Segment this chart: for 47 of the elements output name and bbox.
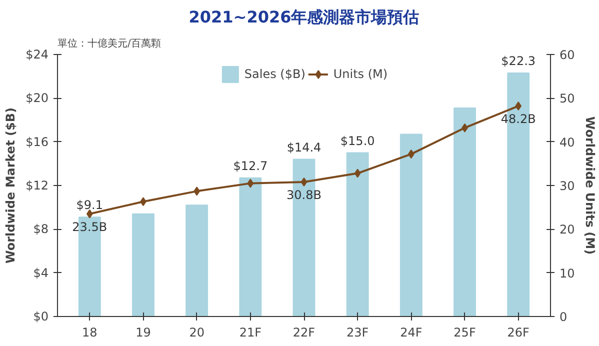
x-tick-label: 22F: [292, 326, 316, 340]
chart-title: 2021~2026年感測器市場預估: [188, 8, 420, 26]
y2-axis-title: Worldwide Units (M): [582, 116, 597, 255]
point: [300, 178, 308, 187]
y-tick-label: $12: [26, 178, 48, 192]
bar: [400, 134, 422, 316]
y-tick-label: $24: [26, 48, 48, 62]
y2-tick-label: 0: [560, 310, 568, 324]
y2-tick-label: 60: [560, 48, 575, 62]
y2-tick-label: 20: [560, 222, 575, 237]
data-label: 23.5B: [72, 220, 108, 234]
legend-label: Units (M): [333, 67, 388, 81]
data-label: 48.2B: [500, 112, 536, 126]
x-tick-label: 18: [82, 326, 98, 340]
x-tick-label: 23F: [346, 326, 369, 340]
x-tick-label: 21F: [239, 326, 262, 340]
x-tick-label: 19: [136, 326, 151, 340]
bar: [186, 204, 208, 316]
chart-subtitle: 單位：十億美元/百萬顆: [58, 38, 161, 50]
x-tick-label: 25F: [454, 326, 476, 340]
bar: [132, 213, 154, 316]
y-tick-label: $4: [33, 266, 49, 280]
point: [515, 102, 522, 111]
bar: [239, 177, 262, 316]
x-tick-label: 26F: [507, 326, 530, 340]
y2-tick-label: 50: [560, 92, 575, 106]
point: [354, 168, 361, 178]
data-label: $15.0: [340, 134, 375, 148]
y2-tick-label: 30: [560, 179, 575, 193]
data-label: $9.1: [76, 198, 104, 212]
bar: [454, 107, 476, 316]
y-axis-title: Worldwide Market ($B): [4, 108, 18, 264]
legend-label: Sales ($B): [244, 67, 306, 81]
y-tick-label: $8: [33, 222, 49, 236]
bar: [346, 152, 369, 316]
x-tick-label: 24F: [400, 326, 422, 340]
y2-tick-label: 40: [560, 135, 575, 150]
x-tick-label: 20: [189, 326, 204, 340]
data-label: 30.8B: [286, 188, 322, 202]
y2-tick-label: 10: [560, 266, 575, 280]
data-label: $22.3: [501, 54, 536, 68]
y-tick-label: $20: [26, 91, 48, 106]
y-tick-label: $0: [33, 310, 49, 324]
data-label: $12.7: [233, 158, 268, 173]
data-label: $14.4: [286, 140, 322, 154]
y-tick-label: $16: [26, 134, 48, 149]
point: [247, 178, 254, 188]
